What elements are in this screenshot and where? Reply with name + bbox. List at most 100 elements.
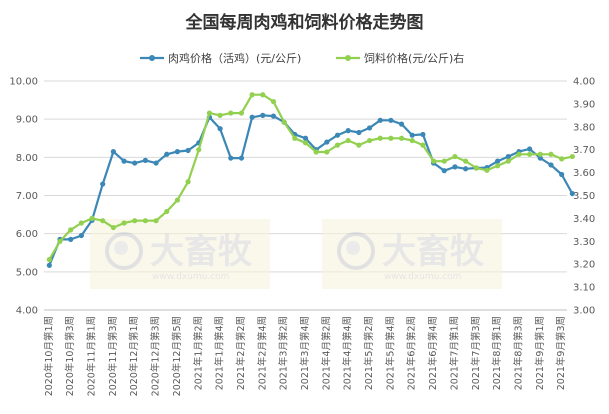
x-tick-label: 2021年3月第2周 [278,316,290,390]
data-point [281,119,287,125]
data-point [153,160,159,166]
data-point [356,129,362,136]
series-0 [46,112,575,268]
watermark-url: www.dxumu.com [152,272,229,282]
y-axis-left: 4.00 5.00 6.00 7.00 8.00 9.00 10.00 [9,77,38,317]
data-point [569,190,575,197]
x-tick-label: 2021年8月第1周 [491,316,503,390]
data-point [206,110,213,116]
x-tick-label: 2020年10月第3周 [64,316,76,396]
x-tick-label: 2021年2月第4周 [256,316,268,390]
x-tick-label: 2021年6月第2周 [406,316,418,390]
data-point [366,125,373,131]
data-point [217,126,223,132]
data-point [217,112,223,118]
legend-marker-icon [345,55,351,61]
series [46,92,575,268]
y-right-tick-label: 3.00 [573,306,595,317]
data-point [185,147,191,154]
data-point [377,117,383,123]
data-point [473,165,479,171]
data-point [57,238,63,244]
data-point [68,227,74,233]
x-tick-label: 2021年5月第4周 [384,316,396,390]
data-point [142,218,148,224]
legend: 肉鸡价格（活鸡）(元/公斤) 饲料价格(元/公斤)右 [140,51,464,65]
x-tick-label: 2020年12月第5周 [171,316,183,396]
y-left-tick-label: 4.00 [16,306,38,317]
data-point [484,167,490,173]
watermark-logo-icon [105,232,143,270]
x-tick-label: 2021年9月第3周 [555,316,567,390]
data-point [174,149,181,155]
x-tick-label: 2021年7月第3周 [470,316,482,390]
y-right-tick-label: 3.20 [573,260,595,271]
data-point [78,220,84,226]
data-point [441,168,447,174]
x-tick-label: 2021年1月第2周 [192,316,204,390]
y-right-tick-label: 3.80 [573,122,595,133]
data-point [110,224,116,231]
x-tick-label: 2020年12月第1周 [128,316,140,396]
y-left-tick-label: 9.00 [16,115,38,126]
data-point [377,135,383,141]
y-right-tick-label: 3.60 [573,168,595,179]
data-point [153,218,159,224]
legend-item-0: 肉鸡价格（活鸡）(元/公斤) [140,51,301,65]
data-point [463,166,469,172]
data-point [324,149,330,155]
y-axis-right: 3.00 3.10 3.20 3.30 3.40 3.50 3.60 3.70 3.80 3.90… [573,77,595,317]
data-point [452,153,458,160]
data-point [537,155,543,161]
data-point [409,132,415,138]
x-tick-label: 2021年3月第4周 [299,316,311,390]
data-point [46,257,52,263]
series-1 [46,92,575,263]
y-right-tick-label: 3.90 [573,99,595,110]
y-right-tick-label: 4.00 [573,77,595,88]
data-point [132,218,138,224]
data-point [78,232,84,239]
data-point [270,113,277,119]
data-point [527,146,533,152]
data-point [495,163,501,169]
x-tick-label: 2021年1月第4周 [214,316,226,390]
data-point [398,121,405,127]
data-point [548,162,554,168]
x-tick-label: 2021年9月第1周 [534,316,546,390]
data-point [366,137,373,144]
data-point [324,139,330,145]
data-point [430,158,437,164]
data-point [537,151,543,157]
data-point [228,155,234,161]
data-point [505,158,511,164]
data-point [548,151,554,157]
x-tick-label: 2021年5月第2周 [363,316,375,390]
y-left-tick-label: 8.00 [16,153,38,164]
data-point [388,135,394,141]
data-point [132,160,138,166]
data-point [441,158,447,164]
watermark-url: www.dxumu.com [384,272,461,282]
data-point [569,153,575,160]
data-point [420,142,426,148]
data-point [121,220,127,226]
y-left-tick-label: 6.00 [16,229,38,240]
legend-item-1: 饲料价格(元/公斤)右 [336,51,464,65]
y-left-tick-label: 10.00 [9,77,38,88]
y-right-tick-label: 3.30 [573,237,595,248]
data-point [46,262,52,268]
legend-label: 饲料价格(元/公斤)右 [364,51,464,65]
watermark-name: 大畜牧 [150,232,253,272]
x-tick-label: 2020年12月第3周 [150,316,162,396]
data-point [142,157,148,163]
data-point [164,208,170,215]
data-point [249,92,255,98]
y-right-tick-label: 3.40 [573,214,595,225]
data-point [260,92,266,98]
data-point [334,142,341,148]
data-point [228,110,234,116]
data-point [463,158,469,164]
